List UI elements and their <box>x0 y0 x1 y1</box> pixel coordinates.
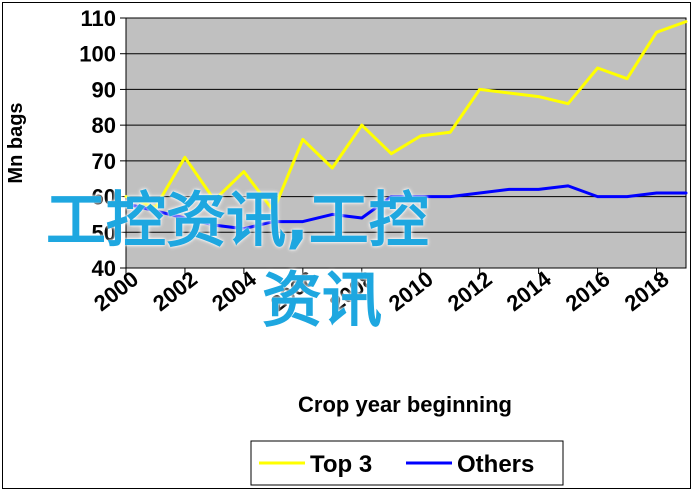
y-axis-label: Mn bags <box>5 102 27 183</box>
y-axis-ticks: 40 50 60 70 80 90 100 110 <box>79 6 126 281</box>
series-line-others <box>124 184 688 231</box>
y-tick-label: 90 <box>92 77 116 102</box>
x-tick-label: 2018 <box>620 266 674 316</box>
y-tick-label: 40 <box>92 256 116 281</box>
x-tick-label: 2002 <box>148 266 202 316</box>
y-tick-label: 80 <box>92 113 116 138</box>
legend-label: Top 3 <box>310 451 372 478</box>
y-tick-label: 60 <box>92 185 116 210</box>
y-tick-label: 70 <box>92 149 116 174</box>
x-tick-label: 2012 <box>443 266 497 316</box>
legend: Top 3 Others <box>259 451 534 478</box>
y-tick-label: 110 <box>81 6 117 31</box>
legend-label: Others <box>457 451 534 478</box>
x-tick-label: 2008 <box>325 266 379 316</box>
x-tick-label: 2010 <box>384 266 438 316</box>
x-tick-label: 2014 <box>502 266 557 316</box>
x-tick-label: 2004 <box>207 266 262 316</box>
series-lines <box>124 20 688 231</box>
y-tick-label: 50 <box>92 220 116 245</box>
x-axis-label: Crop year beginning <box>298 392 512 417</box>
plot-area <box>125 17 687 269</box>
x-tick-label: 2006 <box>266 266 320 316</box>
series-line-top-3 <box>124 20 688 213</box>
y-tick-label: 100 <box>79 42 116 67</box>
x-axis-ticks: 2000 2002 2004 2006 2008 2010 2012 2014 2016 2018 <box>89 266 673 316</box>
x-tick-label: 2016 <box>561 266 615 316</box>
